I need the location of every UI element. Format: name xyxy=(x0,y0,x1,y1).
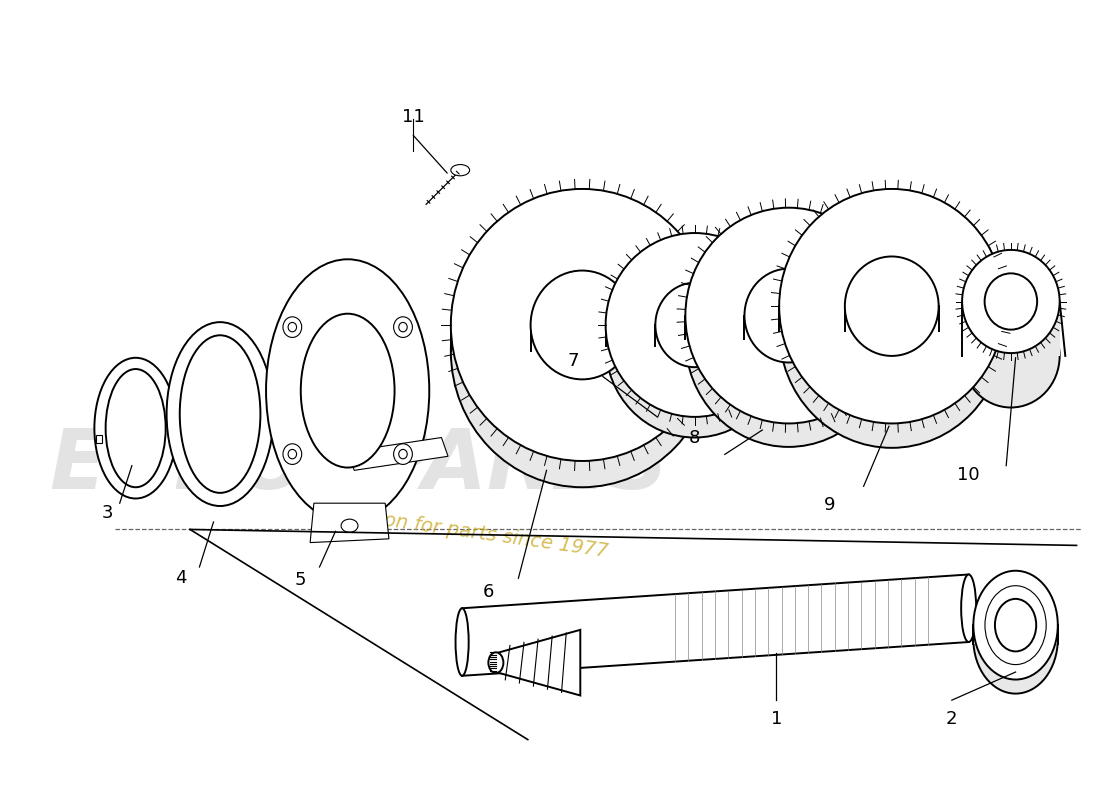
Ellipse shape xyxy=(779,189,1004,423)
Ellipse shape xyxy=(530,270,634,379)
Ellipse shape xyxy=(745,292,833,386)
Polygon shape xyxy=(496,630,581,695)
Text: 6: 6 xyxy=(483,583,494,602)
Ellipse shape xyxy=(288,322,297,332)
Ellipse shape xyxy=(984,586,1046,665)
Text: 7: 7 xyxy=(566,352,579,370)
Text: 11: 11 xyxy=(402,108,425,126)
Polygon shape xyxy=(348,438,448,470)
Text: 10: 10 xyxy=(957,466,980,484)
Text: EUROSPARES: EUROSPARES xyxy=(50,425,669,506)
Ellipse shape xyxy=(451,215,714,487)
Ellipse shape xyxy=(451,165,470,176)
Polygon shape xyxy=(685,315,892,339)
Polygon shape xyxy=(779,306,1004,330)
Ellipse shape xyxy=(300,314,395,467)
Ellipse shape xyxy=(685,231,892,447)
Ellipse shape xyxy=(962,304,1059,407)
Ellipse shape xyxy=(488,652,504,673)
Ellipse shape xyxy=(962,250,1059,353)
Polygon shape xyxy=(962,302,1059,356)
Ellipse shape xyxy=(455,608,469,676)
Ellipse shape xyxy=(179,335,261,493)
Text: 4: 4 xyxy=(175,570,186,587)
Ellipse shape xyxy=(399,450,407,459)
Ellipse shape xyxy=(399,322,407,332)
Text: 3: 3 xyxy=(102,503,113,522)
Ellipse shape xyxy=(106,369,166,487)
Ellipse shape xyxy=(394,317,412,338)
Text: 1: 1 xyxy=(771,710,782,728)
Ellipse shape xyxy=(974,570,1058,679)
Polygon shape xyxy=(974,625,1058,644)
Text: 5: 5 xyxy=(295,571,307,589)
Ellipse shape xyxy=(779,214,1004,448)
Ellipse shape xyxy=(961,574,976,642)
Ellipse shape xyxy=(845,257,938,356)
Polygon shape xyxy=(606,325,784,346)
Ellipse shape xyxy=(685,208,892,423)
Polygon shape xyxy=(451,325,714,351)
Polygon shape xyxy=(97,434,102,443)
Ellipse shape xyxy=(95,358,177,498)
Text: 2: 2 xyxy=(946,710,957,728)
Ellipse shape xyxy=(394,444,412,465)
Ellipse shape xyxy=(283,317,301,338)
Ellipse shape xyxy=(288,450,297,459)
Ellipse shape xyxy=(606,233,784,417)
Text: a passion for parts since 1977: a passion for parts since 1977 xyxy=(315,502,609,562)
Ellipse shape xyxy=(283,444,301,465)
Ellipse shape xyxy=(656,303,734,388)
Polygon shape xyxy=(462,574,969,676)
Ellipse shape xyxy=(974,585,1058,694)
Ellipse shape xyxy=(266,259,429,522)
Ellipse shape xyxy=(451,189,714,461)
Ellipse shape xyxy=(341,519,358,532)
Ellipse shape xyxy=(606,254,784,438)
Ellipse shape xyxy=(166,322,274,506)
Ellipse shape xyxy=(745,269,833,362)
Ellipse shape xyxy=(845,281,938,380)
Ellipse shape xyxy=(984,274,1037,330)
Ellipse shape xyxy=(530,297,634,406)
Text: 9: 9 xyxy=(824,496,836,514)
Polygon shape xyxy=(310,503,389,542)
Ellipse shape xyxy=(994,599,1036,651)
Ellipse shape xyxy=(656,282,734,367)
Text: 8: 8 xyxy=(689,429,701,446)
